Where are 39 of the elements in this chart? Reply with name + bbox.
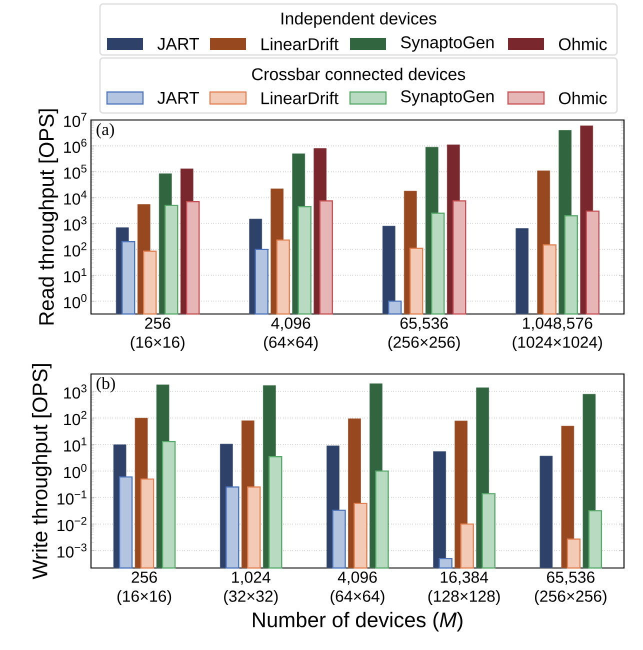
x-tick-label: 1,024 (32×32) (224, 572, 278, 606)
y-tick-label: 10$^{−2}$ (58, 516, 86, 532)
y-tick-label: 10$^{−3}$ (58, 543, 86, 558)
x-tick-label: 1,048,576 (1024×1024) (512, 318, 602, 352)
y-tick-label: 10$^{2}$ (64, 242, 86, 257)
legend-label: JART (157, 38, 199, 50)
y-axis-title: Write throughput [OPS] (32, 364, 52, 580)
y-tick-label: 10$^{−1}$ (58, 490, 86, 505)
legend-label: Ohmic (559, 38, 607, 50)
legend-label: SynaptoGen (400, 36, 494, 52)
y-tick-label: 10$^{3}$ (64, 384, 86, 399)
x-tick-label: 4,096 (64×64) (330, 572, 384, 606)
legend-label: JART (157, 92, 199, 104)
y-tick-label: 10$^{7}$ (64, 112, 86, 128)
legend-label: SynaptoGen (400, 90, 494, 106)
y-tick-label: 10$^{0}$ (64, 294, 87, 308)
legend-label: Ohmic (559, 92, 607, 104)
x-tick-label: 256 (16×16) (117, 572, 172, 606)
y-tick-label: 10$^{3}$ (64, 216, 86, 231)
x-tick-label: 16,384 (128×128) (428, 572, 500, 606)
x-tick-label: 256 (16×16) (130, 318, 184, 352)
y-tick-label: 10$^{1}$ (64, 268, 86, 282)
x-tick-label: 65,536 (256×256) (388, 318, 460, 352)
annotation: (a) (96, 123, 114, 139)
x-tick-label: 65,536 (256×256) (534, 572, 606, 606)
text: Crossbar connected devices (252, 68, 466, 80)
x-tick-label: 4,096 (64×64) (264, 318, 318, 352)
y-tick-label: 10$^{4}$ (64, 190, 87, 205)
legend-title: Independent devices (282, 12, 436, 28)
y-axis-title: Read throughput [OPS] (38, 109, 58, 324)
y-tick-label: 10$^{5}$ (64, 164, 86, 179)
y-tick-label: 10$^{1}$ (64, 438, 86, 452)
x-axis-title: Number of devices (M) (253, 612, 462, 632)
y-tick-label: 10$^{6}$ (64, 138, 86, 153)
legend-label: LinearDrift (262, 92, 338, 104)
annotation: (b) (96, 377, 115, 393)
legend-label: LinearDrift (262, 38, 338, 50)
y-tick-label: 10$^{2}$ (64, 410, 86, 426)
y-tick-label: 10$^{0}$ (64, 464, 87, 478)
